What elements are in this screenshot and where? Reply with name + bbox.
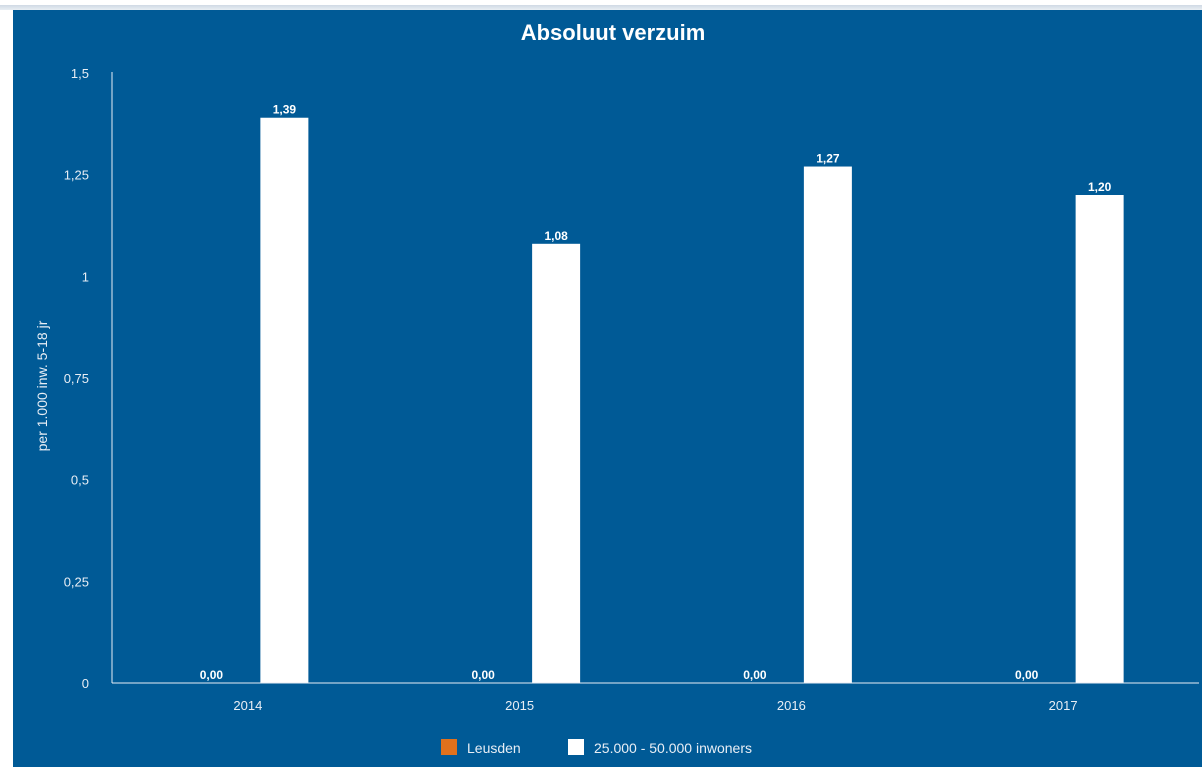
y-tick-label: 0,5 xyxy=(71,473,89,488)
bar xyxy=(260,118,308,683)
legend-swatch xyxy=(568,739,584,755)
data-labels: 0,00 0,00 0,00 0,00 1,39 1,08 1,27 1,20 xyxy=(200,103,1112,682)
y-tick-label: 1 xyxy=(82,269,89,284)
bar xyxy=(532,244,580,683)
legend-label: 25.000 - 50.000 inwoners xyxy=(594,740,752,756)
data-label: 1,08 xyxy=(544,229,568,243)
top-border xyxy=(0,0,1202,10)
x-tick-label: 2014 xyxy=(233,698,262,713)
data-label: 1,27 xyxy=(816,152,840,166)
data-label: 0,00 xyxy=(743,668,767,682)
y-tick-label: 0 xyxy=(82,676,89,691)
y-tick-label: 1,5 xyxy=(71,66,89,81)
y-tick-label: 1,25 xyxy=(64,168,89,183)
legend: Leusden 25.000 - 50.000 inwoners xyxy=(441,739,752,756)
y-axis-label: per 1.000 inw. 5-18 jr xyxy=(34,320,50,451)
x-tick-label: 2016 xyxy=(777,698,806,713)
x-tick-label: 2017 xyxy=(1049,698,1078,713)
chart-panel: Absoluut verzuim per 1.000 inw. 5-18 jr … xyxy=(13,10,1202,767)
chart-title: Absoluut verzuim xyxy=(521,20,706,45)
x-axis-ticks: 2014 2015 2016 2017 xyxy=(233,698,1077,713)
legend-swatch xyxy=(441,739,457,755)
data-label: 1,39 xyxy=(273,103,297,117)
y-axis-ticks: 0 0,25 0,5 0,75 1 1,25 1,5 xyxy=(64,66,89,691)
data-label: 0,00 xyxy=(471,668,495,682)
data-label: 0,00 xyxy=(200,668,224,682)
legend-label: Leusden xyxy=(467,740,521,756)
bar xyxy=(1076,195,1124,683)
bar xyxy=(804,167,852,683)
data-label: 1,20 xyxy=(1088,180,1112,194)
y-tick-label: 0,75 xyxy=(64,371,89,386)
x-tick-label: 2015 xyxy=(505,698,534,713)
data-label: 0,00 xyxy=(1015,668,1039,682)
y-tick-label: 0,25 xyxy=(64,574,89,589)
bars xyxy=(260,118,1123,683)
bar-chart: Absoluut verzuim per 1.000 inw. 5-18 jr … xyxy=(13,10,1202,767)
